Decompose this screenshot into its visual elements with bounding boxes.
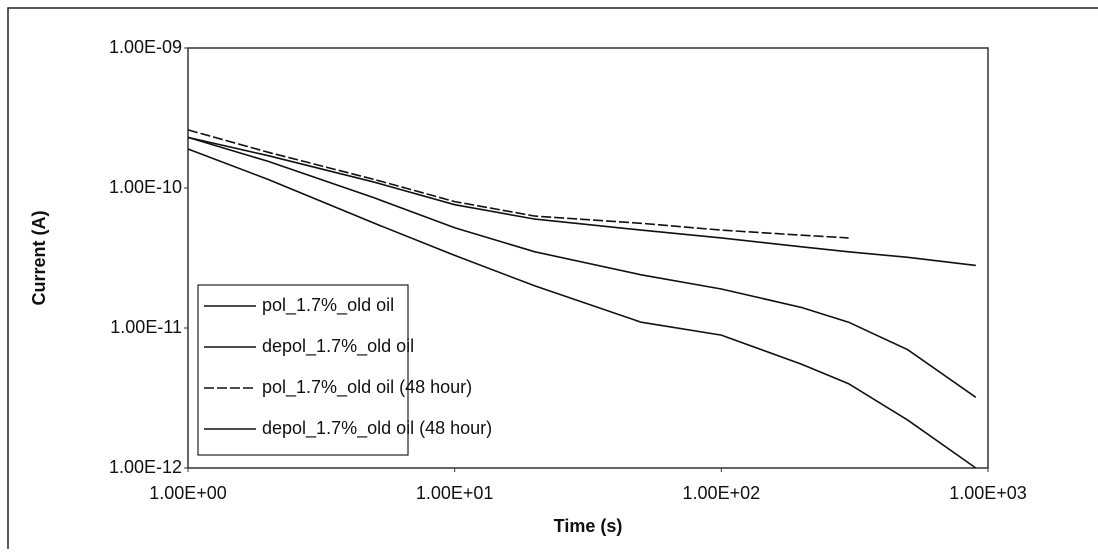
y-tick-label: 1.00E-10: [109, 177, 182, 197]
x-tick-label: 1.00E+01: [416, 483, 494, 503]
legend-label: pol_1.7%_old oil: [262, 295, 394, 316]
legend: [197, 284, 409, 456]
series-line: [188, 130, 976, 244]
y-axis-label: Current (A): [29, 211, 49, 306]
series-line: [187, 136, 976, 267]
x-tick-label: 1.00E+03: [949, 483, 1027, 503]
x-axis-label: Time (s): [554, 516, 623, 536]
y-tick-label: 1.00E-11: [110, 317, 182, 337]
x-tick-label: 1.00E+00: [149, 483, 227, 503]
frame: [7, 7, 1098, 554]
series-line: [187, 136, 977, 398]
series-line: [187, 148, 977, 469]
legend-label: depol_1.7%_old oil: [262, 336, 414, 357]
legend-label: pol_1.7%_old oil (48 hour): [262, 377, 472, 398]
plot-area: [187, 47, 989, 469]
y-tick-label: 1.00E-12: [109, 457, 182, 477]
y-tick-label: 1.00E-09: [109, 37, 182, 57]
x-tick-label: 1.00E+02: [683, 483, 761, 503]
legend-label: depol_1.7%_old oil (48 hour): [262, 418, 492, 439]
